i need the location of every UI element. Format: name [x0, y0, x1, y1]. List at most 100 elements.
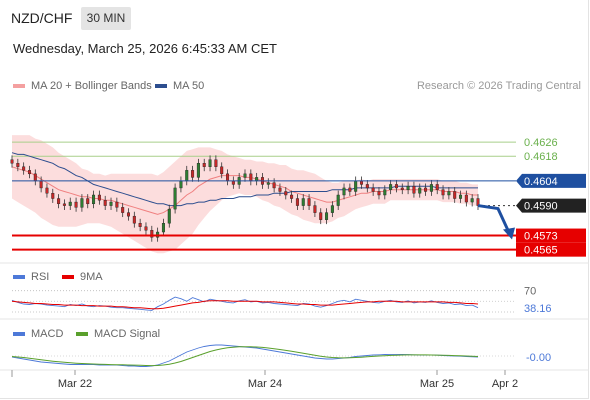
legend-rsi-ma: 9MA — [62, 271, 103, 283]
candle-body — [301, 198, 305, 206]
candle-body — [16, 163, 20, 167]
candle-body — [22, 166, 26, 171]
x-tick-label-3: Apr 2 — [492, 378, 518, 390]
candle-body — [336, 194, 340, 206]
candle-body — [220, 166, 224, 175]
x-tick-label-2: Mar 25 — [420, 378, 454, 390]
candle-body — [173, 187, 177, 210]
candle-body — [255, 177, 259, 182]
candle-body — [424, 187, 428, 192]
candle-body — [10, 159, 14, 164]
candle-body — [342, 187, 346, 196]
candle-body — [389, 184, 393, 190]
candle-body — [290, 194, 294, 199]
candle-body — [377, 191, 381, 196]
candle-body — [185, 170, 189, 182]
x-tick-label-1: Mar 24 — [248, 378, 282, 390]
candle-body — [464, 194, 468, 203]
last-price-tag — [516, 198, 586, 213]
legend-ma50-label: MA 50 — [173, 80, 205, 92]
legend-ma20: MA 20 + Bollinger Bands — [13, 80, 152, 92]
candle-body — [429, 184, 433, 192]
candle-body — [272, 182, 276, 189]
candle-body — [441, 189, 445, 196]
legend-rsi-label: RSI — [31, 271, 50, 283]
candle-body — [208, 159, 212, 167]
candle-body — [313, 205, 317, 213]
candle-body — [447, 191, 451, 196]
candle-body — [121, 207, 125, 213]
legend-ma20-label: MA 20 + Bollinger Bands — [31, 80, 152, 92]
candle-body — [266, 182, 270, 185]
candle-body — [86, 198, 90, 205]
candle-body — [161, 223, 165, 233]
support-label-4: 0.4573 — [524, 231, 558, 243]
timeframe-button[interactable]: 30 MIN — [81, 7, 131, 30]
macd-swatch — [13, 332, 25, 337]
candle-body — [74, 201, 78, 208]
candle-body — [243, 173, 247, 178]
candle-body — [109, 201, 113, 206]
candle-body — [126, 212, 130, 217]
candle-body — [383, 189, 387, 196]
candle-body — [412, 185, 416, 194]
candle-body — [144, 226, 148, 231]
candle-body — [226, 173, 230, 182]
candle-body — [97, 194, 101, 201]
candle-body — [202, 163, 206, 167]
candle-body — [62, 203, 66, 206]
projection-arrowhead — [503, 227, 515, 240]
candle-body — [307, 198, 311, 206]
candle-body — [196, 163, 200, 178]
rsi-ma-line — [11, 300, 479, 310]
candle-body — [231, 180, 235, 185]
candle-body — [453, 191, 457, 199]
candle-body — [39, 180, 43, 189]
legend-macd-signal-label: MACD Signal — [94, 328, 161, 340]
ma50-line — [11, 152, 478, 207]
ma20-swatch — [13, 84, 25, 89]
candle-body — [51, 193, 55, 199]
candle-body — [45, 187, 49, 194]
candle-body — [371, 187, 375, 192]
credit-label: Research © 2026 Trading Central — [416, 80, 581, 92]
candle-body — [319, 212, 323, 220]
candle-body — [191, 170, 195, 178]
candle-body — [68, 201, 72, 206]
rsi-ma-swatch — [62, 275, 74, 280]
x-tick-label-0: Mar 22 — [58, 378, 92, 390]
candle-body — [325, 212, 329, 220]
candle-body — [394, 184, 398, 189]
support-tag-5 — [516, 242, 586, 257]
legend-rsi-ma-label: 9MA — [80, 271, 103, 283]
candle-body — [348, 187, 352, 192]
candle-body — [284, 191, 288, 196]
pivot-tag — [516, 173, 586, 188]
legend-rsi: RSI — [13, 271, 49, 283]
instrument-title: NZD/CHF — [11, 10, 73, 26]
resistance-label-1: 0.4618 — [524, 151, 558, 163]
candle-body — [295, 198, 299, 206]
candle-body — [214, 159, 218, 167]
macd-signal-swatch — [76, 332, 88, 337]
projection-arrow — [477, 204, 511, 234]
ma50-swatch — [155, 84, 167, 89]
legend-ma50: MA 50 — [155, 80, 204, 92]
candle-body — [406, 185, 410, 190]
macd-signal-line — [11, 346, 479, 367]
candle-body — [400, 187, 404, 190]
pivot-label: 0.4604 — [524, 176, 558, 188]
candle-body — [354, 180, 358, 192]
datetime-label: Wednesday, March 25, 2026 6:45:33 AM CET — [13, 41, 277, 56]
support-label-5: 0.4565 — [524, 245, 558, 257]
rsi-level-label: 70 — [524, 286, 536, 298]
candle-body — [360, 180, 364, 185]
candle-body — [150, 230, 154, 238]
candle-body — [92, 194, 96, 205]
legend-macd-signal: MACD Signal — [76, 328, 160, 340]
candle-body — [27, 170, 31, 175]
candle-body — [115, 201, 119, 208]
candle-body — [435, 184, 439, 190]
